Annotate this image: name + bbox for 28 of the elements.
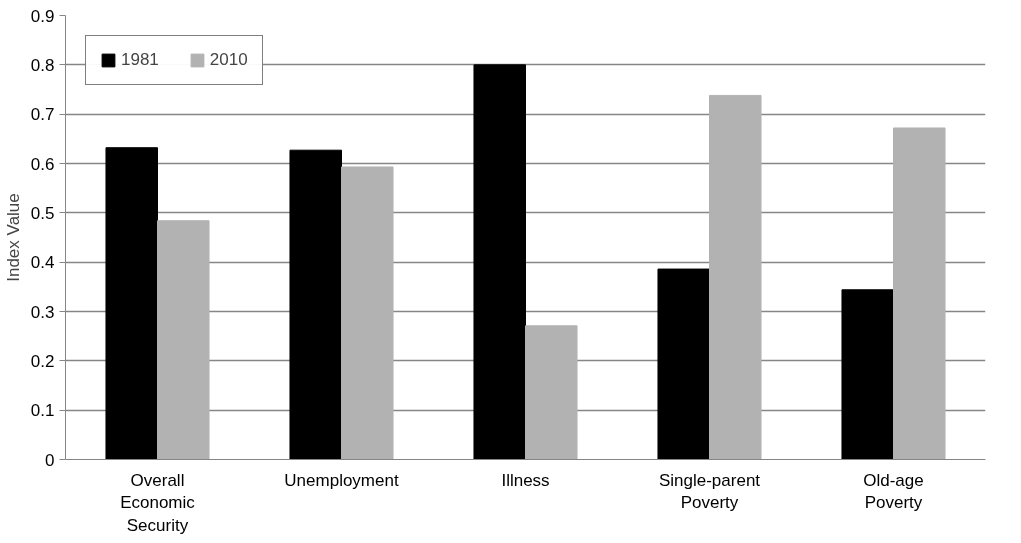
- bar: [525, 325, 578, 460]
- x-tick-label: Overall Economic Security: [120, 470, 196, 536]
- x-tick-label: Illness: [501, 470, 550, 490]
- x-tick-label: Unemployment: [284, 470, 399, 490]
- y-tick-label: 0.7: [30, 105, 55, 125]
- bar: [657, 268, 710, 460]
- y-tick-label: 0.9: [30, 6, 55, 26]
- y-tick-label: 0.2: [30, 351, 55, 371]
- y-tick-label: 0.8: [30, 55, 55, 75]
- bar: [105, 147, 158, 460]
- y-tick-label: 0.1: [30, 401, 55, 421]
- x-tick-label: Single-parent Poverty: [658, 470, 761, 513]
- bar: [709, 94, 762, 460]
- y-tick-label: 0.3: [30, 302, 55, 322]
- y-tick-label: 0.5: [30, 203, 55, 223]
- y-tick-label: 0.6: [30, 154, 55, 174]
- bar: [341, 166, 394, 460]
- bar: [841, 289, 894, 460]
- bar: [157, 220, 210, 460]
- x-tick-label: Old-age Poverty: [863, 470, 924, 513]
- bar: [473, 64, 526, 460]
- y-tick-label: 0: [45, 450, 55, 470]
- y-tick-label: 0.4: [30, 253, 55, 273]
- bar: [893, 127, 946, 460]
- legend-label: 2010: [209, 50, 248, 70]
- y-axis-title: Index Value: [3, 193, 23, 282]
- legend-label: 1981: [121, 50, 159, 70]
- bar: [289, 149, 342, 460]
